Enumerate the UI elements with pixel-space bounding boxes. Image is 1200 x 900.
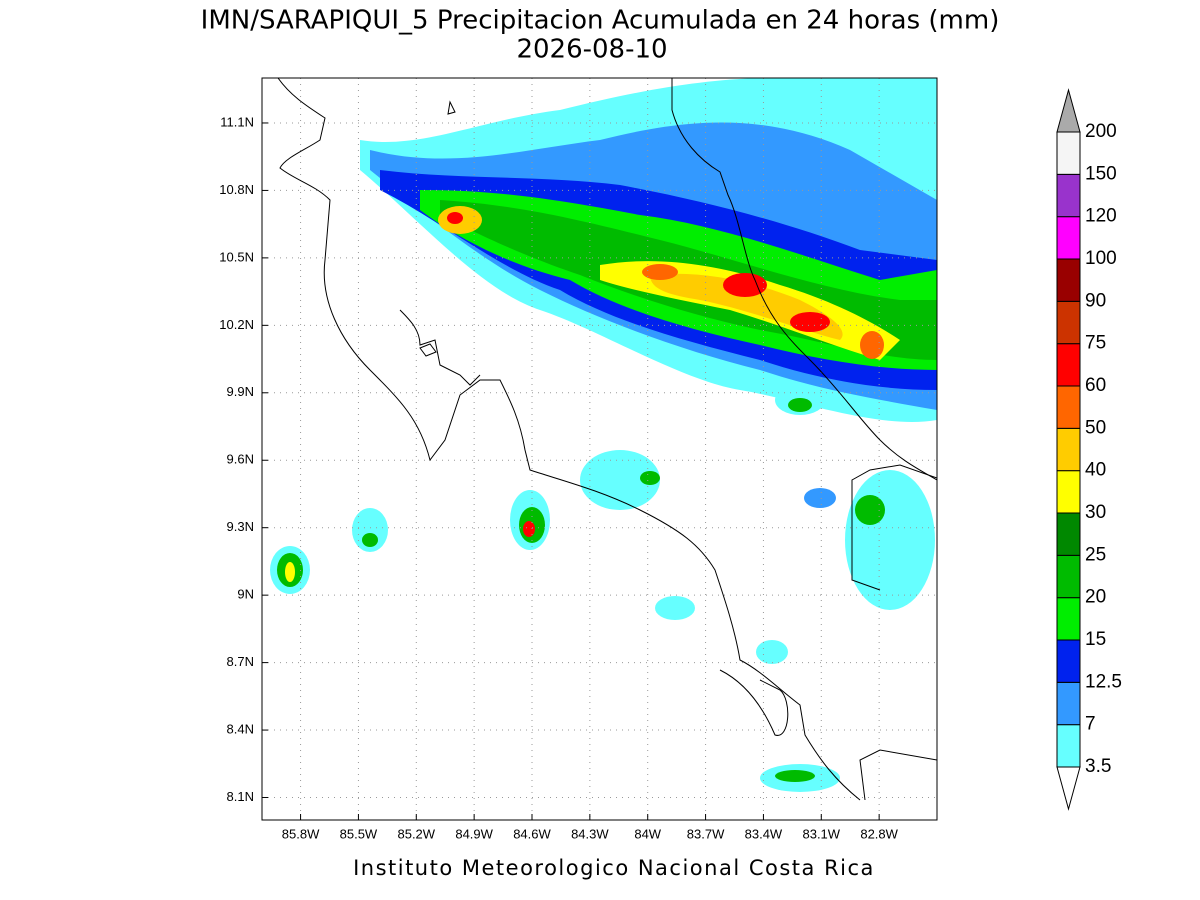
coastlines: [277, 78, 937, 801]
colorbar-segment: [1056, 300, 1081, 345]
colorbar-segment: [1056, 724, 1081, 768]
coastline: [447, 100, 456, 115]
colorbar-segment: [1056, 470, 1081, 514]
date: 2026-08-10: [516, 35, 667, 65]
precip-area: [352, 508, 388, 552]
lon-tick-label: 85.5W: [340, 826, 378, 841]
colorbar-label: 150: [1085, 163, 1117, 184]
lon-tick-label: 82.8W: [860, 826, 898, 841]
precip-area: [447, 212, 463, 224]
precip-area: [580, 450, 660, 510]
colorbar-label: 30: [1085, 502, 1106, 523]
precip-area: [285, 562, 295, 582]
precip-area: [523, 521, 535, 537]
precip-field: [270, 78, 937, 792]
precip-area: [362, 533, 378, 547]
precip-area: [860, 331, 884, 359]
lat-tick-label: 10.8N: [219, 182, 254, 197]
colorbar-segment: [1056, 639, 1081, 683]
precip-area: [845, 470, 935, 610]
coastline: [277, 78, 861, 801]
colorbar-segment: [1056, 427, 1081, 472]
precip-area: [642, 264, 678, 280]
colorbar-label: 40: [1085, 460, 1106, 481]
precip-area: [723, 273, 767, 297]
colorbar-label: 75: [1085, 333, 1106, 354]
colorbar-label: 200: [1085, 121, 1117, 142]
colorbar-segment: [1056, 554, 1081, 599]
colorbar-segment: [1056, 258, 1081, 302]
colorbar-label: 90: [1085, 290, 1106, 311]
precip-area: [756, 640, 788, 664]
border: [851, 464, 937, 591]
precip-area: [855, 495, 885, 525]
lat-tick-label: 9N: [237, 587, 254, 602]
footer: Instituto Meteorologico Nacional Costa R…: [353, 856, 875, 880]
colorbar-segment: [1056, 512, 1081, 556]
coastline: [671, 78, 937, 481]
precip-area: [804, 488, 836, 508]
lon-tick-label: 84.9W: [455, 826, 493, 841]
precip-area: [655, 596, 695, 620]
colorbar-label: 60: [1085, 375, 1106, 396]
lat-tick-label: 8.7N: [227, 654, 254, 669]
colorbar-label: 100: [1085, 248, 1117, 269]
lat-tick-label: 10.5N: [219, 249, 254, 264]
colorbar-label: 50: [1085, 417, 1106, 438]
lon-tick-label: 83.1W: [802, 826, 840, 841]
colorbar-segment: [1056, 131, 1081, 175]
lat-tick-label: 8.1N: [227, 789, 254, 804]
colorbar-label: 25: [1085, 544, 1106, 565]
colorbar-label: 15: [1085, 629, 1106, 650]
title: IMN/SARAPIQUI_5 Precipitacion Acumulada …: [201, 6, 1000, 36]
lon-tick-label: 85.2W: [397, 826, 435, 841]
lon-tick-label: 84W: [634, 826, 661, 841]
colorbar-segment: [1056, 385, 1081, 429]
colorbar-segment: [1056, 343, 1081, 387]
lat-tick-label: 11.1N: [220, 114, 254, 129]
colorbar-under: [1056, 766, 1081, 811]
colorbar-label: 12.5: [1085, 671, 1122, 692]
lat-tick-label: 9.6N: [227, 452, 254, 467]
graticule: 11.1N 10.8N 10.5N 10.2N 9.9N 9.6N 9.3N 9N 8.7N 8.…: [219, 78, 937, 841]
colorbar-segment: [1056, 173, 1081, 218]
lat-tick-label: 10.2N: [219, 317, 254, 332]
map-frame: [261, 77, 938, 821]
precip-area: [790, 312, 830, 332]
colorbar: 3.5 7 12.5 15 20 25 30 40 50 60 75 90 100 120 150 200: [1056, 88, 1122, 811]
coastline: [859, 749, 937, 801]
coastline: [419, 343, 437, 357]
lat-tick-label: 9.3N: [227, 519, 254, 534]
lon-tick-label: 84.6W: [513, 826, 551, 841]
precip-area: [788, 398, 812, 412]
precip-area: [775, 770, 815, 782]
colorbar-segment: [1056, 216, 1081, 260]
lat-tick-label: 8.4N: [227, 721, 254, 736]
lon-tick-label: 83.4W: [745, 826, 783, 841]
colorbar-label: 7: [1085, 714, 1096, 735]
colorbar-segment: [1056, 681, 1081, 726]
colorbar-over: [1056, 88, 1081, 133]
colorbar-label: 3.5: [1085, 756, 1111, 777]
lat-tick-label: 9.9N: [227, 384, 254, 399]
lon-tick-label: 85.8W: [282, 826, 320, 841]
coastline: [719, 669, 789, 736]
colorbar-segment: [1056, 597, 1081, 641]
lon-tick-label: 84.3W: [571, 826, 609, 841]
lon-tick-label: 83.7W: [687, 826, 725, 841]
coastline: [399, 309, 481, 386]
precip-area: [640, 471, 660, 485]
colorbar-label: 20: [1085, 587, 1106, 608]
colorbar-label: 120: [1085, 206, 1117, 227]
